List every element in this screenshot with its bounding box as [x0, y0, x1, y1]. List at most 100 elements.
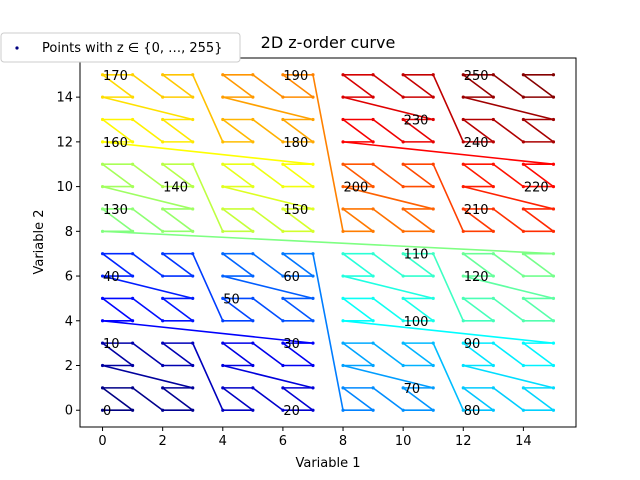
- curve-point: [431, 95, 435, 99]
- curve-segment: [462, 163, 495, 188]
- curve-segment: [372, 163, 404, 188]
- curve-point: [281, 363, 285, 368]
- curve-segment: [221, 342, 254, 367]
- curve-segment: [432, 342, 465, 412]
- curve-segment: [101, 297, 134, 322]
- curve-segment: [221, 208, 254, 233]
- curve-segment: [131, 387, 164, 412]
- point-label: 110: [404, 248, 429, 263]
- curve-point: [431, 184, 435, 189]
- curve-point: [341, 341, 345, 345]
- curve-point: [191, 252, 195, 256]
- x-tick-label: 10: [395, 434, 412, 449]
- curve-segment: [282, 73, 314, 98]
- point-label: 90: [464, 337, 481, 352]
- curve-point: [341, 274, 345, 278]
- curve-point: [401, 140, 405, 144]
- curve-point: [251, 296, 255, 301]
- curve-segment: [432, 163, 465, 233]
- curve-segment: [402, 73, 435, 98]
- curve-point: [341, 363, 345, 368]
- curve-point: [311, 274, 315, 278]
- curve-point: [341, 117, 345, 122]
- curve-point: [100, 162, 105, 166]
- curve-segment: [342, 141, 555, 166]
- curve-segment: [432, 252, 465, 322]
- curve-segment: [462, 342, 495, 367]
- curve-point: [521, 274, 525, 278]
- curve-point: [251, 363, 255, 368]
- point-label: 220: [524, 181, 549, 196]
- curve-point: [491, 319, 495, 323]
- curve-point: [401, 229, 405, 233]
- curve-point: [251, 207, 255, 211]
- curve-point: [281, 117, 285, 122]
- curve-segment: [342, 96, 435, 121]
- curve-segment: [131, 73, 164, 98]
- curve-point: [521, 319, 525, 323]
- curve-segment: [492, 252, 525, 277]
- curve-point: [100, 386, 105, 390]
- point-label: 230: [404, 114, 429, 129]
- curve-point: [221, 73, 225, 77]
- curve-segment: [252, 73, 284, 98]
- curve-point: [100, 117, 105, 122]
- curve-segment: [342, 185, 435, 210]
- curve-segment: [372, 387, 404, 412]
- curve-point: [371, 140, 375, 144]
- point-label: 130: [103, 203, 128, 218]
- curve-segment: [101, 73, 134, 98]
- curve-point: [551, 184, 556, 189]
- curve-point: [491, 117, 495, 122]
- curve-segment: [221, 252, 254, 277]
- curve-point: [491, 252, 495, 256]
- curve-point: [521, 184, 525, 189]
- y-axis-ticks: 0 2 4 6 8 10 12 14: [56, 91, 80, 419]
- curve-point: [161, 184, 165, 189]
- curve-point: [401, 162, 405, 166]
- curve-point: [551, 363, 556, 368]
- curve-point: [191, 95, 195, 99]
- curve-point: [311, 140, 315, 144]
- curve-point: [131, 95, 135, 99]
- curve-segment: [462, 96, 555, 121]
- point-label: 100: [404, 315, 429, 330]
- curve-point: [161, 363, 165, 368]
- y-tick-label: 4: [65, 314, 73, 329]
- legend-entry: Points with z ∈ {0, …, 255}: [42, 41, 222, 56]
- curve-segment: [101, 141, 314, 166]
- curve-segment: [372, 73, 404, 98]
- curve-point: [371, 73, 375, 77]
- curve-point: [281, 95, 285, 99]
- curve-point: [341, 252, 345, 256]
- curve-point: [431, 207, 435, 211]
- curve-point: [131, 117, 135, 122]
- curve-point: [131, 162, 135, 166]
- curve-segment: [342, 319, 555, 344]
- curve-point: [551, 229, 556, 233]
- curve-point: [521, 386, 525, 390]
- curve-point: [461, 140, 465, 144]
- curve-segment: [101, 208, 134, 233]
- curve-segment: [342, 342, 374, 367]
- curve-point: [311, 117, 315, 122]
- curve-point: [551, 386, 556, 390]
- curve-point: [251, 408, 255, 412]
- curve-point: [281, 274, 285, 278]
- curve-point: [311, 386, 315, 390]
- curve-segment: [492, 387, 525, 412]
- curve-point: [461, 73, 465, 77]
- curve-point: [551, 319, 556, 323]
- point-label: 190: [283, 69, 308, 84]
- curve-point: [551, 408, 556, 412]
- curve-point: [191, 207, 195, 211]
- curve-point: [100, 140, 105, 144]
- curve-points: [100, 73, 556, 412]
- curve-point: [341, 229, 345, 233]
- curve-point: [401, 207, 405, 211]
- curve-point: [131, 184, 135, 189]
- curve-point: [461, 319, 465, 323]
- curve-point: [431, 140, 435, 144]
- curve-point: [461, 207, 465, 211]
- curve-point: [371, 184, 375, 189]
